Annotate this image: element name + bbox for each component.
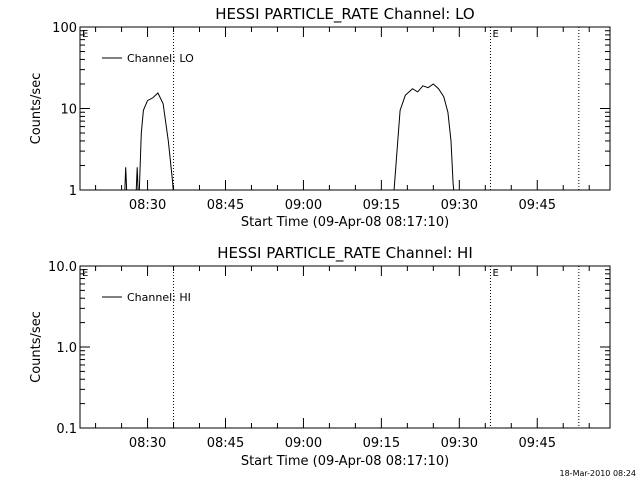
series-line	[124, 167, 128, 190]
y-axis-label: Counts/sec	[29, 311, 44, 383]
chart-panel-hi: HESSI PARTICLE_RATE Channel: HI 0.1 1.0 10.…	[29, 244, 611, 469]
event-marker-label: E	[492, 29, 498, 40]
x-tick-label: 09:15	[363, 436, 400, 451]
series-line	[393, 83, 455, 190]
footer-timestamp: 18-Mar-2010 08:24	[560, 469, 637, 478]
x-tick-label: 08:45	[207, 436, 244, 451]
series-line	[138, 92, 174, 190]
y-tick-label: 0.1	[56, 422, 77, 437]
y-axis-label: Counts/sec	[29, 73, 44, 145]
x-tick-label: 09:30	[441, 436, 478, 451]
chart-title: HESSI PARTICLE_RATE Channel: HI	[217, 244, 473, 263]
chart-title: HESSI PARTICLE_RATE Channel: LO	[215, 5, 474, 24]
x-axis-label: Start Time (09-Apr-08 08:17:10)	[241, 215, 449, 230]
x-tick-label: 09:45	[519, 198, 556, 213]
x-tick-label: 08:30	[129, 436, 166, 451]
y-tick-label: 100	[52, 21, 77, 36]
y-tick-label: 1.0	[56, 341, 77, 356]
y-tick-label: 10.0	[48, 260, 77, 275]
x-tick-label: 09:15	[363, 198, 400, 213]
legend-label: Channel: LO	[127, 52, 194, 65]
event-marker-label: E	[82, 29, 88, 40]
x-tick-label: 09:00	[285, 198, 322, 213]
series-line	[135, 167, 139, 190]
event-marker-label: E	[82, 268, 88, 279]
x-tick-label: 08:30	[129, 198, 166, 213]
x-tick-label: 09:45	[519, 436, 556, 451]
y-tick-label: 1	[69, 184, 77, 199]
x-tick-label: 09:30	[441, 198, 478, 213]
chart-panel-lo: HESSI PARTICLE_RATE Channel: LO 1 10 100 Cou…	[29, 5, 611, 230]
x-axis-label: Start Time (09-Apr-08 08:17:10)	[241, 454, 449, 469]
y-tick-label: 10	[60, 103, 77, 118]
x-tick-label: 08:45	[207, 198, 244, 213]
x-tick-label: 09:00	[285, 436, 322, 451]
event-marker-label: E	[492, 268, 498, 279]
legend-label: Channel: HI	[127, 291, 191, 304]
